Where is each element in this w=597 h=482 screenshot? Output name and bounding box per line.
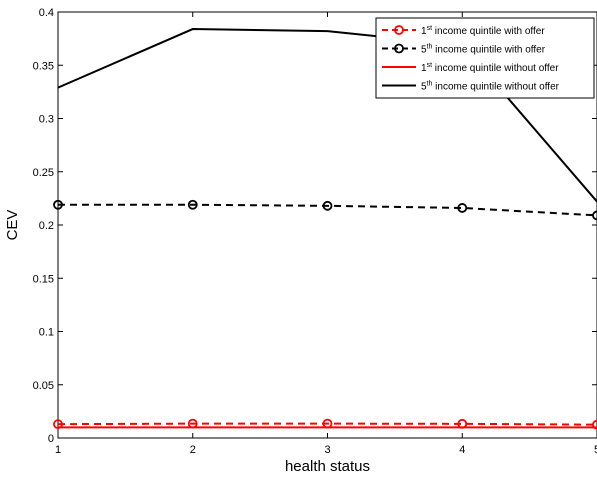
series-1 [53, 418, 597, 430]
legend-label: 5th income quintile with offer [421, 44, 546, 56]
y-tick-label: 0.1 [39, 327, 54, 339]
x-axis-label: health status [285, 458, 370, 475]
y-tick-label: 0.05 [33, 380, 54, 392]
data-point [592, 210, 597, 221]
series-line [58, 203, 597, 217]
data-point [592, 419, 597, 430]
series-line [57, 422, 597, 426]
legend-entry: 5th income quintile without offer [382, 81, 560, 93]
legend-label: 1st income quintile with offer [421, 25, 545, 37]
legend-entry: 5th income quintile with offer [382, 44, 546, 56]
data-point [322, 418, 333, 429]
x-tick-label: 3 [324, 444, 330, 456]
legend-entry: 1st income quintile with offer [382, 25, 545, 37]
y-tick-label: 0.3 [39, 114, 54, 126]
x-tick-label: 1 [55, 444, 61, 456]
legend-entry: 1st income quintile without offer [382, 62, 559, 74]
y-tick-label: 0.35 [33, 60, 54, 72]
data-point [457, 418, 468, 429]
x-tick-label: 2 [190, 444, 196, 456]
data-point [187, 418, 198, 429]
x-tick-label: 4 [459, 444, 465, 456]
data-point [187, 199, 198, 210]
data-point [457, 203, 468, 213]
y-tick-label: 0 [48, 433, 54, 445]
series-2 [53, 199, 597, 221]
data-point [322, 200, 333, 211]
legend-label: 1st income quintile without offer [421, 62, 559, 74]
series-layer [53, 28, 597, 430]
legend-label: 5th income quintile without offer [421, 81, 560, 93]
y-axis-label: CEV [4, 210, 21, 241]
data-point [53, 419, 63, 430]
y-tick-label: 0.2 [39, 220, 54, 232]
x-tick-label: 5 [594, 444, 597, 456]
axis-ticks: 1 2 3 4 5 0 0.05 0.1 0.15 0.2 0.25 0.3 0.35 0.4 [33, 7, 597, 456]
legend: 1st income quintile with offer 5th income… [375, 17, 595, 99]
y-tick-label: 0.4 [39, 7, 54, 19]
legend-marker [394, 25, 404, 35]
y-tick-label: 0.25 [33, 167, 54, 179]
legend-marker [394, 43, 404, 54]
y-tick-label: 0.15 [33, 273, 54, 285]
data-point [53, 199, 63, 210]
